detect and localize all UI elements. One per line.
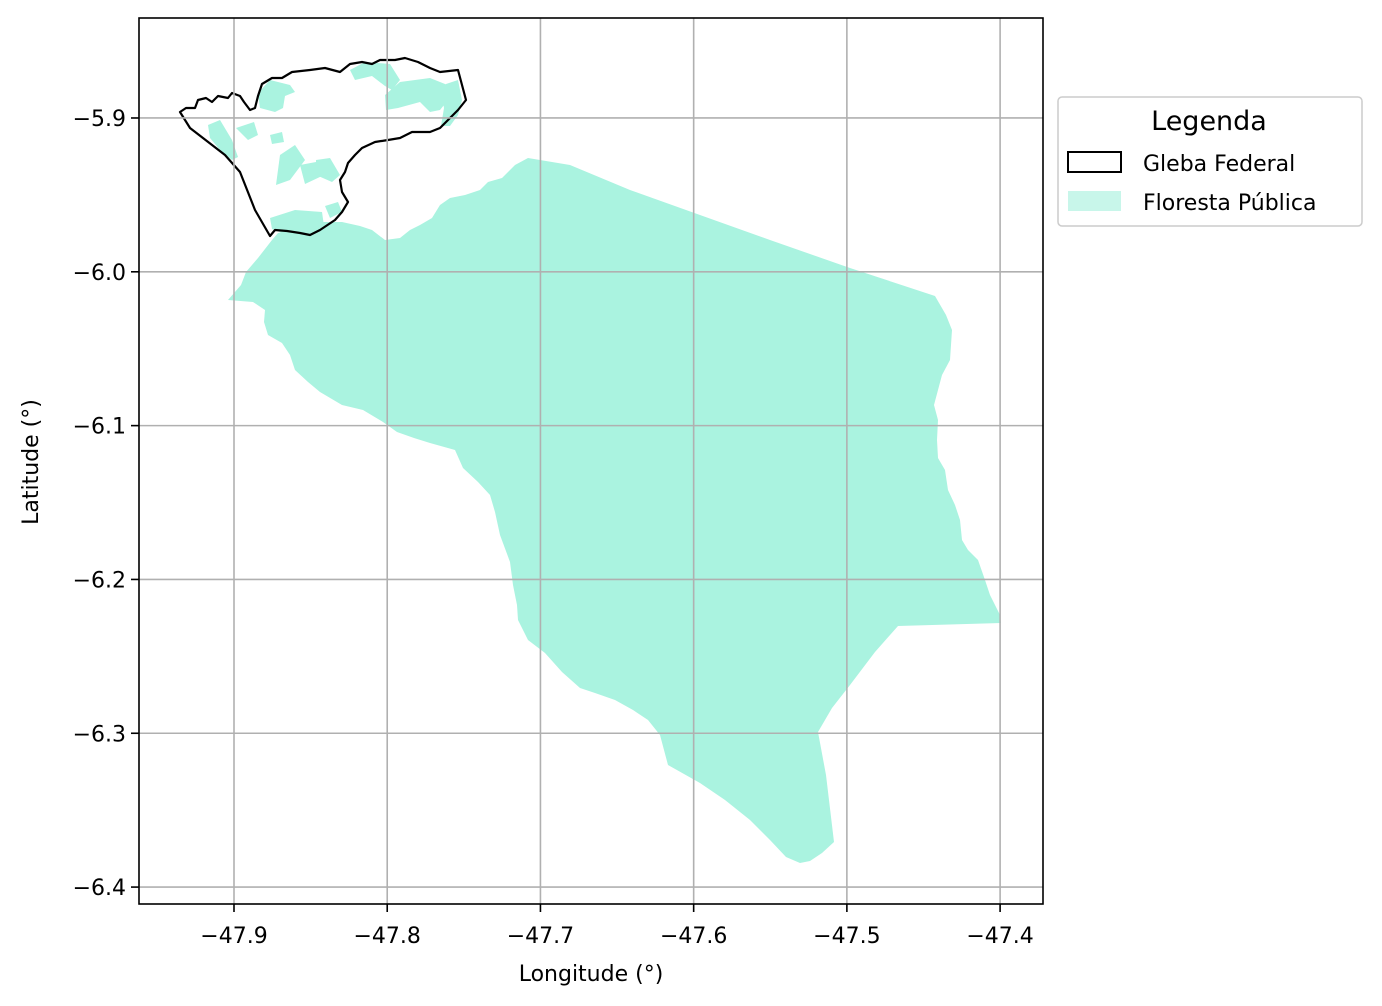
- floresta-patch-9: [300, 162, 322, 184]
- y-axis-label: Latitude (°): [19, 399, 44, 525]
- gleba-federal-polygon: [178, 56, 468, 238]
- legend-frame: [1057, 96, 1363, 227]
- floresta-patch-8: [316, 158, 340, 182]
- floresta-patch-3: [440, 80, 462, 126]
- y-tick-label: −6.1: [73, 415, 126, 440]
- axes-frame: [138, 17, 1044, 905]
- y-axis-ticks: −5.9 −6.0 −6.1 −6.2 −6.3 −6.4: [73, 107, 139, 901]
- floresta-patch-7: [276, 145, 305, 185]
- legend-swatch-gleba-federal: [1067, 151, 1122, 173]
- legend-swatch-floresta-publica: [1068, 191, 1121, 211]
- x-tick-label: −47.8: [354, 924, 421, 949]
- grid-lines: [139, 18, 1043, 904]
- x-tick-label: −47.9: [200, 924, 267, 949]
- y-tick-label: −6.0: [73, 261, 126, 286]
- x-axis-label: Longitude (°): [519, 962, 664, 987]
- legend: Legenda Gleba Federal Floresta Pública: [1057, 96, 1363, 227]
- x-tick-label: −47.6: [660, 924, 727, 949]
- floresta-patch-5: [208, 120, 238, 160]
- x-tick-label: −47.5: [813, 924, 880, 949]
- floresta-publica-patches: [208, 62, 462, 234]
- floresta-publica-main-polygon: [228, 158, 1001, 863]
- x-tick-label: −47.7: [507, 924, 574, 949]
- y-tick-label: −6.3: [73, 722, 126, 747]
- legend-label-floresta-publica: Floresta Pública: [1143, 191, 1316, 216]
- x-axis-ticks: −47.9 −47.8 −47.7 −47.6 −47.5 −47.4: [200, 904, 1034, 949]
- legend-title: Legenda: [1151, 106, 1267, 137]
- legend-label-gleba-federal: Gleba Federal: [1143, 152, 1295, 177]
- y-tick-label: −6.4: [73, 876, 126, 901]
- floresta-patch-1: [350, 62, 400, 90]
- floresta-patch-6: [236, 122, 258, 140]
- y-tick-label: −5.9: [73, 107, 126, 132]
- floresta-patch-4: [258, 80, 295, 112]
- floresta-patch-11: [325, 202, 342, 218]
- map-plot-area: [178, 56, 1001, 863]
- x-tick-label: −47.4: [966, 924, 1033, 949]
- floresta-patch-2: [385, 78, 448, 112]
- floresta-patch-10: [270, 210, 324, 234]
- y-tick-label: −6.2: [73, 568, 126, 593]
- floresta-patch-12: [270, 132, 284, 144]
